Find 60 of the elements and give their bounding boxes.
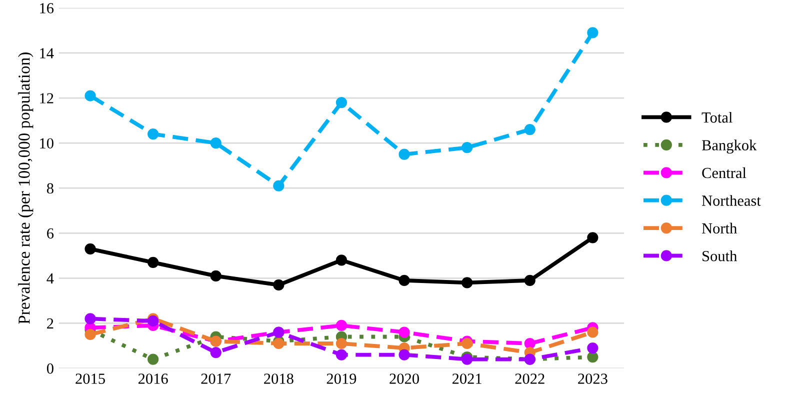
point [148, 128, 159, 140]
point [587, 342, 598, 354]
point [398, 274, 410, 286]
point [148, 315, 159, 327]
x-tick-label: 2020 [390, 374, 419, 384]
y-tick-label: 4 [46, 273, 54, 284]
y-tick-label: 2 [47, 318, 54, 329]
point [462, 338, 473, 350]
point [336, 254, 348, 266]
point [587, 351, 598, 363]
y-tick-label: 14 [40, 48, 54, 58]
point [84, 90, 96, 102]
x-tick-label: 2023 [578, 374, 608, 384]
point [273, 279, 284, 291]
point [524, 274, 536, 286]
x-tick-label: 2019 [326, 374, 356, 384]
legend-label: Bangkok [702, 140, 757, 154]
point [398, 326, 410, 338]
point [84, 328, 96, 340]
x-tick-label: 2015 [76, 374, 105, 384]
y-tick-label: 6 [47, 228, 54, 239]
point [587, 27, 598, 38]
point [398, 148, 410, 160]
point [210, 270, 222, 282]
point [148, 256, 159, 268]
x-tick-label: 2022 [515, 374, 544, 384]
point [336, 96, 348, 108]
y-tick-label: 12 [40, 93, 54, 104]
point [336, 349, 348, 360]
point [524, 338, 536, 350]
point [336, 338, 348, 350]
point [273, 338, 284, 350]
point [210, 138, 222, 149]
y-axis-title: Prevalence rate (per 100,000 population) [18, 52, 34, 324]
point [462, 354, 473, 365]
y-tick-label: 10 [40, 138, 54, 149]
point [210, 346, 222, 358]
legend-label: Central [702, 167, 746, 178]
point [336, 320, 348, 332]
point [398, 349, 410, 360]
point [273, 180, 284, 192]
x-tick-label: 2018 [264, 374, 294, 384]
legend-label: Northeast [702, 195, 761, 206]
y-tick-label: 0 [46, 363, 54, 374]
y-tick-label: 16 [40, 3, 54, 14]
point [524, 124, 536, 136]
x-tick-label: 2017 [201, 374, 231, 384]
point [587, 232, 598, 244]
point [462, 277, 473, 288]
point [84, 243, 96, 254]
point [587, 326, 598, 338]
legend-label: North [702, 222, 737, 234]
y-tick-label: 8 [46, 183, 54, 194]
point [148, 354, 159, 365]
point [462, 142, 473, 154]
point [84, 313, 96, 324]
legend-label: South [702, 250, 737, 262]
x-tick-label: 2021 [452, 374, 482, 384]
legend-label: Total [702, 112, 732, 123]
x-tick-label: 2016 [138, 374, 168, 384]
